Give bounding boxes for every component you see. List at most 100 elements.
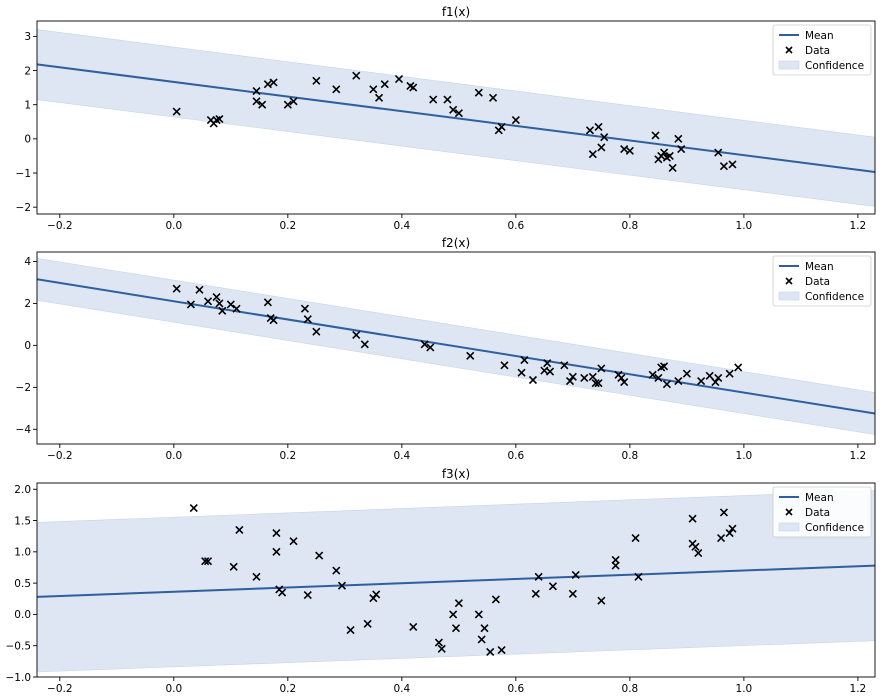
data-point (600, 133, 609, 142)
data-point (252, 86, 261, 96)
legend-label-confidence: Confidence (805, 291, 864, 303)
data-point (454, 109, 463, 118)
x-tick-label: 1.2 (850, 683, 867, 695)
chart-title: f3(x) (442, 467, 470, 481)
y-tick-label: 0 (24, 340, 31, 352)
data-point (332, 85, 341, 94)
data-point (449, 105, 458, 114)
data-point (543, 359, 552, 368)
data-point (252, 572, 261, 581)
y-tick-label: 1.5 (14, 515, 31, 527)
x-tick-label: 1.0 (736, 220, 753, 232)
data-point (654, 373, 663, 382)
data-point (474, 610, 483, 619)
y-tick-label: 0.0 (14, 609, 31, 621)
plot-panel-3: −0.2 0.0 0.2 0.4 0.6 0.8 1.0 1.2 −1.0 −0.5 0.0 0.5 1… (6, 467, 876, 695)
data-point (303, 315, 312, 324)
data-point (597, 596, 606, 605)
plot-panel-2: −0.2 0.0 0.2 0.4 0.6 0.8 1.0 1.2 −4 −2 0 2 4 f2(x) Mea… (16, 236, 876, 462)
data-point (434, 638, 443, 647)
legend-label-mean: Mean (805, 261, 834, 273)
data-point (474, 88, 483, 97)
data-point (674, 134, 683, 143)
data-point (409, 622, 418, 632)
data-point (226, 300, 235, 309)
data-point (380, 80, 389, 89)
data-point (172, 284, 181, 293)
data-point (728, 160, 737, 169)
data-point (677, 145, 686, 154)
data-point (189, 503, 198, 513)
x-tick-label: −0.2 (47, 450, 73, 462)
data-point (289, 97, 298, 106)
y-tick-label: −1.0 (6, 672, 32, 684)
x-tick-label: 0.4 (393, 220, 410, 232)
x-tick-label: 0.8 (622, 220, 639, 232)
data-point (594, 122, 603, 131)
x-tick-label: 1.0 (736, 450, 753, 462)
x-tick-label: 1.0 (736, 683, 753, 695)
legend: Mean Data Confidence (772, 255, 872, 307)
data-point (283, 100, 292, 109)
data-point (409, 83, 418, 92)
data-point (717, 534, 726, 543)
data-point (719, 162, 728, 171)
data-point (195, 285, 204, 294)
data-point (352, 330, 361, 339)
y-tick-label: 1.0 (14, 547, 31, 559)
data-point (497, 646, 506, 655)
legend: Mean Data Confidence (772, 24, 872, 76)
data-point (560, 361, 569, 370)
data-point (426, 343, 435, 352)
legend-label-mean: Mean (805, 492, 834, 504)
data-point (437, 644, 446, 653)
data-point (289, 537, 298, 546)
data-point (528, 375, 538, 385)
mean-line (37, 564, 875, 598)
data-point (691, 542, 700, 551)
data-point (625, 146, 634, 155)
x-tick-label: 0.0 (165, 450, 182, 462)
data-point (454, 599, 463, 608)
data-point (665, 151, 674, 160)
y-tick-label: 2 (24, 65, 31, 77)
data-point (252, 97, 261, 106)
data-point (634, 572, 643, 581)
axes-frame (36, 251, 876, 445)
plot-area (37, 29, 875, 207)
data-point (500, 361, 509, 370)
x-tick-label: 0.2 (279, 683, 296, 695)
data-point (611, 555, 620, 565)
data-point (662, 380, 671, 389)
data-point (172, 107, 181, 116)
data-point (588, 150, 597, 159)
data-point (588, 372, 597, 381)
data-point (263, 80, 272, 89)
data-point (263, 298, 272, 307)
data-point (451, 624, 461, 633)
data-point (258, 100, 267, 109)
data-point (517, 368, 526, 377)
data-point (571, 570, 580, 580)
data-point (486, 647, 495, 657)
data-point (203, 297, 213, 306)
y-tick-label: 2.0 (14, 484, 31, 496)
data-point (620, 145, 629, 154)
data-point (278, 588, 287, 597)
data-point (531, 589, 540, 598)
x-tick-label: 0.4 (393, 683, 410, 695)
data-point (466, 351, 475, 360)
legend-label-data: Data (805, 276, 830, 288)
x-tick-label: 0.2 (279, 220, 296, 232)
data-point (585, 126, 595, 135)
data-point (580, 373, 589, 382)
x-tick-label: 0.6 (508, 683, 525, 695)
data-point (711, 378, 720, 387)
y-tick-label: −0.5 (6, 641, 32, 653)
axes-frame (36, 482, 876, 678)
data-point (429, 95, 438, 104)
data-point (674, 376, 683, 386)
data-point (215, 114, 224, 124)
data-point (511, 115, 520, 125)
data-point (648, 370, 657, 379)
